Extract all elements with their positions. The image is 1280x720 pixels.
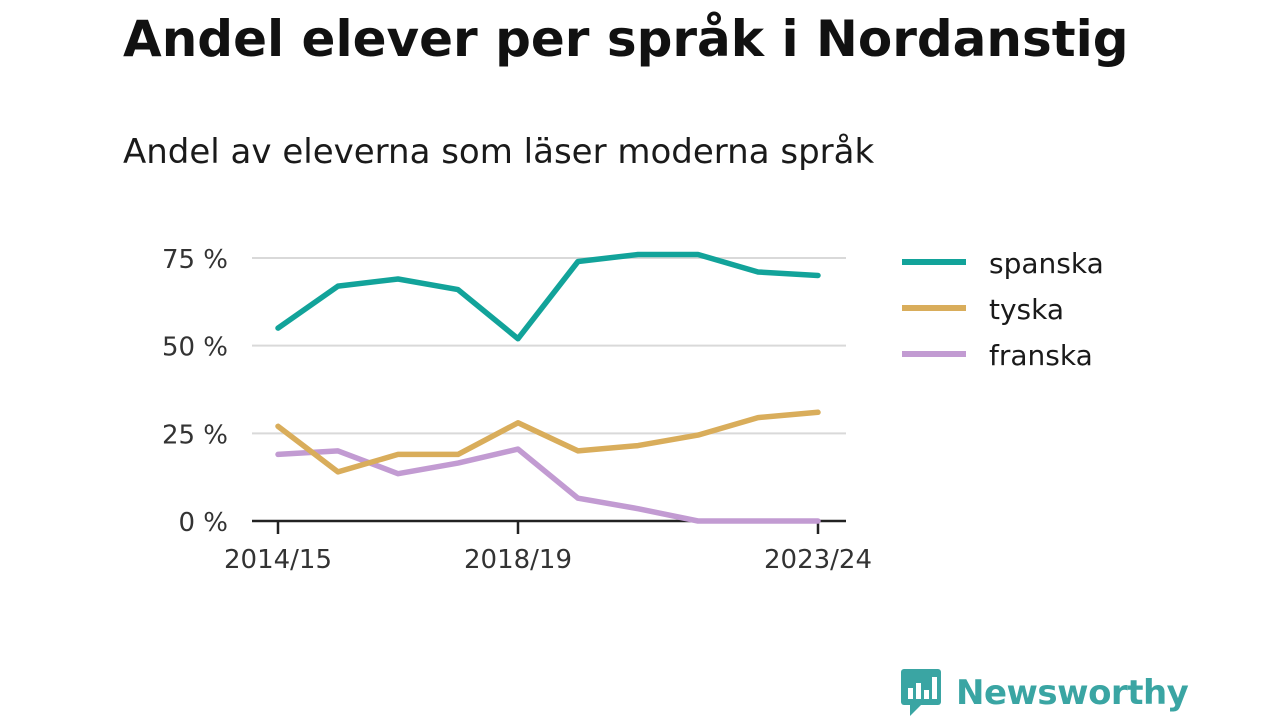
legend-label-franska: franska bbox=[989, 339, 1093, 372]
grid-lines bbox=[252, 257, 846, 435]
legend-label-spanska: spanska bbox=[989, 247, 1104, 280]
bar-chart-speech-bubble-icon bbox=[901, 669, 941, 716]
series-line-spanska bbox=[275, 251, 821, 342]
series-lines bbox=[275, 251, 821, 524]
y-axis-labels: 0 % 25 % 50 % 75 % bbox=[162, 245, 228, 538]
legend: spanska tyska franska bbox=[902, 247, 1104, 372]
y-tick-label: 75 % bbox=[162, 245, 228, 275]
x-tick-label: 2018/19 bbox=[464, 545, 572, 575]
series-line-franska bbox=[275, 446, 821, 524]
y-tick-label: 0 % bbox=[178, 508, 228, 538]
line-chart: 0 % 25 % 50 % 75 % 2014/15 2018/19 2023/24 sp… bbox=[162, 245, 1104, 575]
brand-name: Newsworthy bbox=[956, 673, 1189, 713]
legend-label-tyska: tyska bbox=[989, 293, 1064, 326]
newsworthy-logo: Newsworthy bbox=[900, 668, 1189, 718]
x-axis-labels: 2014/15 2018/19 2023/24 bbox=[224, 545, 872, 575]
x-tick-label: 2023/24 bbox=[764, 545, 872, 575]
y-tick-label: 25 % bbox=[162, 420, 228, 450]
y-tick-label: 50 % bbox=[162, 333, 228, 363]
x-tick-label: 2014/15 bbox=[224, 545, 332, 575]
chart-subtitle: Andel av eleverna som läser moderna språ… bbox=[123, 132, 875, 172]
series-line-tyska bbox=[275, 409, 821, 475]
chart-title: Andel elever per språk i Nordanstig bbox=[123, 10, 1129, 68]
